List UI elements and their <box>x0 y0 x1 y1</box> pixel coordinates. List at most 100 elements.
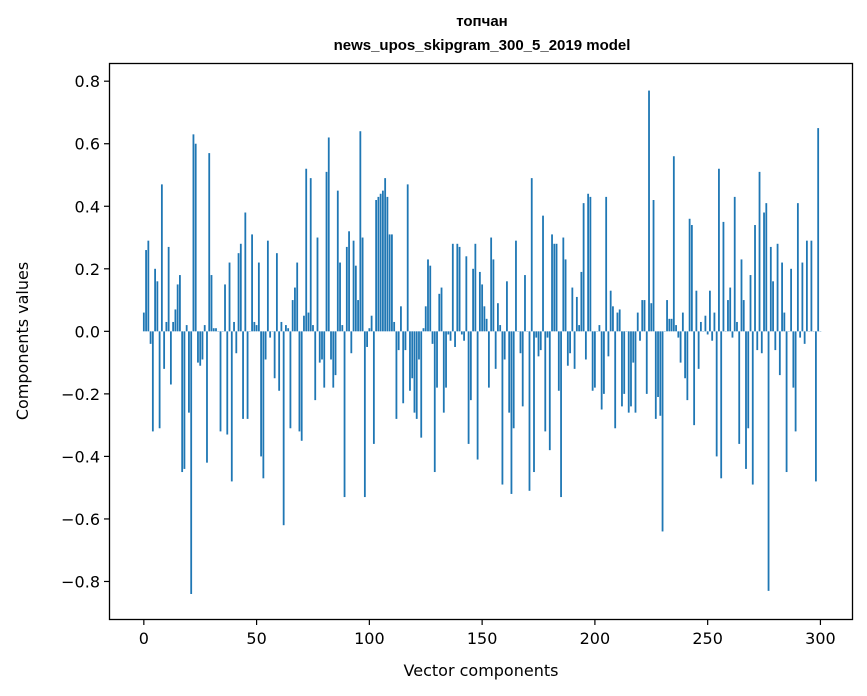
bar-188 <box>566 331 569 366</box>
y-tick-label: 0.0 <box>75 322 100 341</box>
x-tick-label: 200 <box>580 629 611 648</box>
bar-184 <box>557 331 560 391</box>
bar-266 <box>742 300 745 332</box>
bar-178 <box>544 331 547 432</box>
bar-43 <box>239 243 242 332</box>
y-tick-label: 0.4 <box>75 197 100 216</box>
bar-82 <box>327 137 330 332</box>
bar-135 <box>447 331 450 335</box>
bar-206 <box>607 331 610 357</box>
bar-86 <box>336 190 339 332</box>
bar-278 <box>769 246 772 332</box>
bar-226 <box>652 200 655 332</box>
bar-18 <box>183 331 186 469</box>
bar-213 <box>623 331 626 394</box>
bar-268 <box>747 331 750 429</box>
bar-179 <box>546 331 549 338</box>
bar-187 <box>564 259 567 332</box>
bar-13 <box>172 321 175 332</box>
bar-87 <box>339 262 341 332</box>
bar-77 <box>316 237 319 332</box>
bars-group <box>142 90 822 594</box>
bar-3 <box>149 331 152 344</box>
bar-175 <box>537 331 540 357</box>
bar-45 <box>244 212 247 332</box>
x-tick-label: 300 <box>805 629 836 648</box>
bar-34 <box>219 331 222 432</box>
bar-254 <box>715 331 718 457</box>
bar-46 <box>246 331 249 419</box>
bar-282 <box>778 331 781 376</box>
bar-165 <box>515 240 517 332</box>
bar-38 <box>228 262 231 332</box>
bar-40 <box>233 321 235 332</box>
bar-17 <box>181 331 184 473</box>
bar-78 <box>318 331 321 363</box>
bar-271 <box>754 225 756 332</box>
bar-192 <box>575 296 578 332</box>
bar-245 <box>695 290 698 332</box>
bar-173 <box>533 331 535 473</box>
bar-158 <box>499 325 502 332</box>
bar-12 <box>169 331 172 385</box>
bar-225 <box>650 303 653 332</box>
bar-121 <box>415 331 418 419</box>
bar-236 <box>675 325 677 332</box>
bar-114 <box>400 306 402 332</box>
bar-56 <box>269 331 272 338</box>
bar-293 <box>803 331 806 344</box>
bar-52 <box>260 331 262 457</box>
bar-218 <box>634 331 637 413</box>
bar-28 <box>206 331 208 463</box>
bar-54 <box>264 331 267 360</box>
bar-233 <box>668 318 671 332</box>
bar-20 <box>188 331 190 413</box>
y-axis-label: Components values <box>13 262 32 420</box>
bar-91 <box>348 231 350 332</box>
bar-31 <box>212 328 215 332</box>
bar-103 <box>375 200 378 332</box>
bar-140 <box>458 246 461 332</box>
bar-207 <box>609 290 612 332</box>
bar-180 <box>548 331 551 451</box>
bar-104 <box>377 196 380 332</box>
bar-198 <box>589 196 592 332</box>
bar-229 <box>659 331 662 416</box>
bar-186 <box>562 237 565 332</box>
bar-285 <box>785 331 788 473</box>
bar-212 <box>621 331 623 407</box>
bar-160 <box>503 331 506 360</box>
bar-200 <box>593 331 596 388</box>
bar-19 <box>185 325 188 332</box>
bar-80 <box>323 331 326 388</box>
bar-152 <box>485 318 488 332</box>
y-tick-label: 0.6 <box>75 135 100 154</box>
bar-76 <box>314 331 317 401</box>
bar-153 <box>487 331 490 388</box>
bar-73 <box>307 312 310 332</box>
bar-145 <box>469 331 472 401</box>
bar-221 <box>641 300 644 332</box>
bar-5 <box>154 268 156 332</box>
bar-65 <box>289 331 292 429</box>
bar-161 <box>506 281 508 332</box>
bar-116 <box>404 331 407 351</box>
bar-50 <box>255 325 258 332</box>
bar-63 <box>285 325 287 332</box>
bar-112 <box>395 331 398 419</box>
bar-171 <box>528 331 531 491</box>
bar-98 <box>363 331 366 498</box>
bar-205 <box>605 196 608 332</box>
bar-90 <box>345 246 348 332</box>
bar-95 <box>357 300 359 332</box>
bar-228 <box>657 331 659 397</box>
bar-194 <box>580 271 583 332</box>
bar-163 <box>510 331 513 494</box>
bar-203 <box>600 331 603 410</box>
bar-183 <box>555 243 558 332</box>
bar-66 <box>291 300 294 332</box>
bar-131 <box>438 293 441 332</box>
bar-261 <box>731 331 734 338</box>
bar-22 <box>192 134 195 332</box>
bar-202 <box>598 325 601 332</box>
